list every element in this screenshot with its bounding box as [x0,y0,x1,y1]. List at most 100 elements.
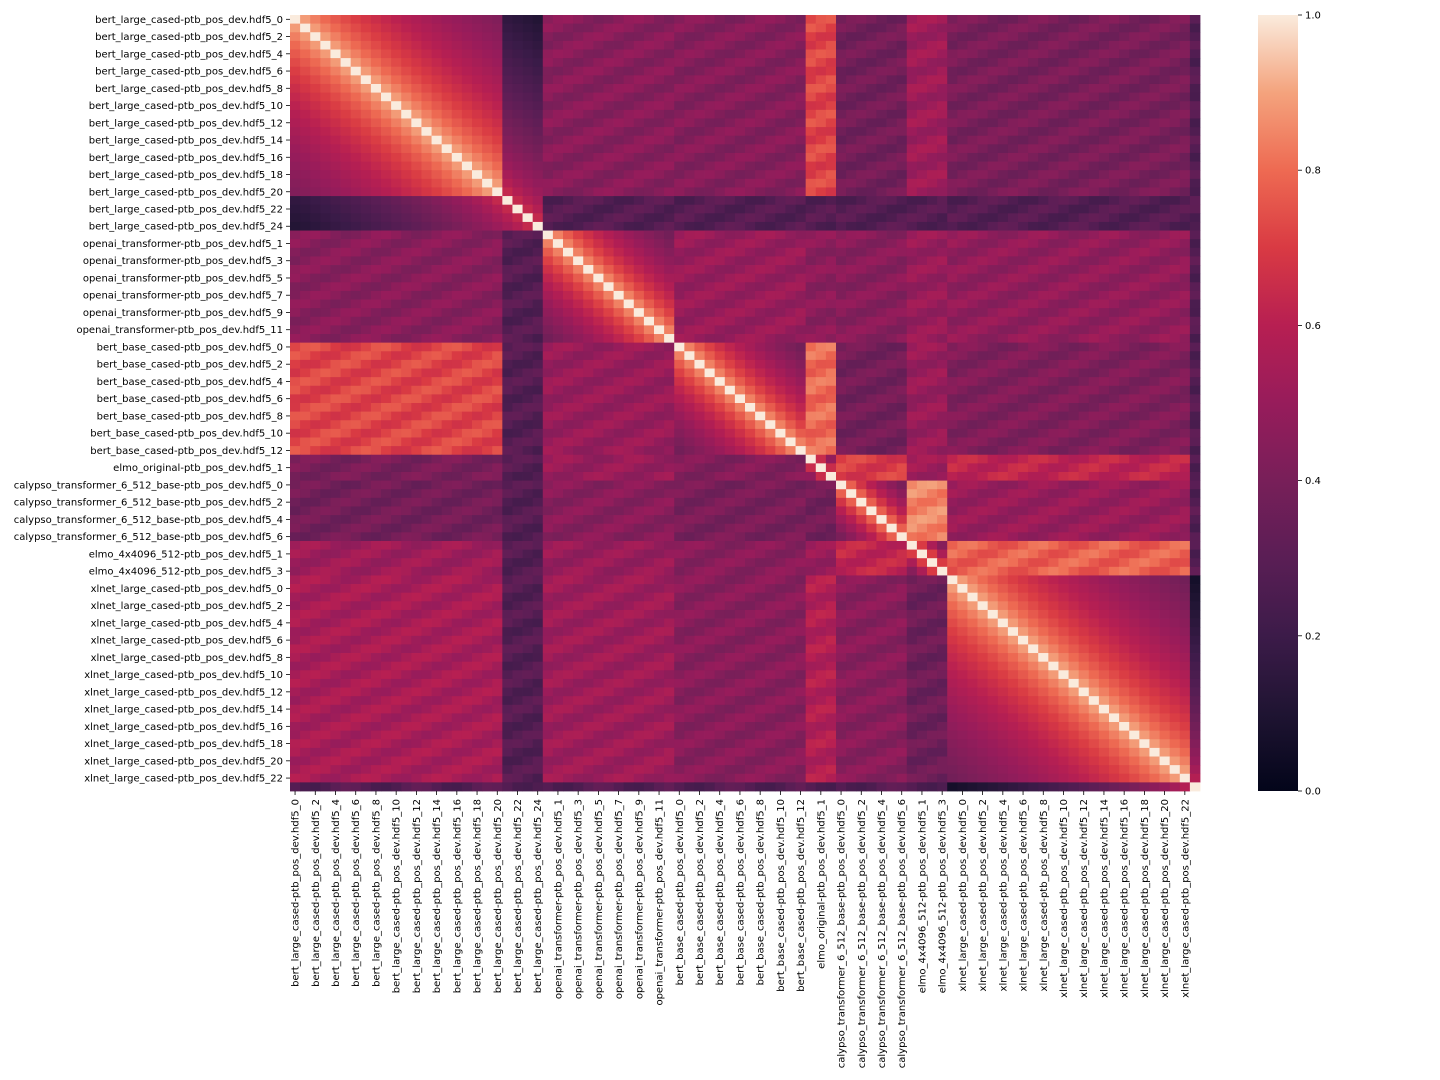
heatmap-cell [482,101,493,111]
heatmap-cell [401,101,412,111]
heatmap-cell [1088,334,1100,344]
heatmap-cell [1018,144,1029,154]
heatmap-cell [532,290,544,300]
heatmap-cell [583,403,594,413]
heatmap-cell [1028,144,1039,154]
heatmap-cell [846,256,857,266]
heatmap-cell [563,334,574,344]
heatmap-cell [1068,368,1080,378]
heatmap-cell [927,135,938,145]
heatmap-cell [421,49,432,59]
heatmap-cell [1007,161,1019,171]
heatmap-cell [714,480,726,490]
heatmap-cell [431,480,443,490]
heatmap-cell [1018,187,1029,197]
heatmap-cell [836,109,847,119]
heatmap-cell [664,368,675,378]
heatmap-cell [391,15,402,25]
heatmap-cell [431,66,443,76]
heatmap-cell [320,334,331,344]
heatmap-cell [472,32,483,42]
heatmap-cell [360,290,372,300]
heatmap-cell [391,290,402,300]
heatmap-cell [643,480,655,490]
heatmap-cell [1109,213,1120,223]
heatmap-cell [957,92,968,102]
heatmap-cell [1159,256,1171,266]
heatmap-cell [1119,325,1130,335]
heatmap-cell [664,83,675,93]
heatmap-cell [613,230,625,240]
heatmap-cell [542,109,554,119]
heatmap-cell [654,256,665,266]
heatmap-cell [755,239,766,249]
heatmap-cell [1119,385,1130,395]
heatmap-cell [896,239,908,249]
heatmap-cell [745,471,756,481]
heatmap-cell [785,411,796,421]
heatmap-cell [1078,230,1090,240]
heatmap-cell [755,308,766,318]
heatmap-cell [482,463,493,473]
heatmap-cell [927,290,938,300]
heatmap-cell [593,161,604,171]
heatmap-cell [542,273,554,283]
heatmap-cell [724,178,736,188]
heatmap-cell [1078,403,1090,413]
heatmap-cell [957,265,968,275]
heatmap-cell [441,334,453,344]
heatmap-cell [401,316,412,326]
heatmap-cell [370,265,382,275]
heatmap-cell [654,170,665,180]
heatmap-cell [1169,368,1181,378]
heatmap-cell [461,471,473,481]
heatmap-cell [957,213,968,223]
heatmap-cell [1068,109,1080,119]
heatmap-cell [745,152,756,162]
heatmap-cell [350,213,362,223]
heatmap-cell [1129,334,1140,344]
heatmap-cell [290,58,301,68]
heatmap-cell [927,161,938,171]
heatmap-cell [411,351,422,361]
heatmap-cell [482,187,493,197]
heatmap-cell [330,420,341,430]
heatmap-cell [886,170,898,180]
heatmap-cell [1007,273,1019,283]
heatmap-cell [674,463,685,473]
heatmap-cell [674,75,685,85]
heatmap-cell [552,290,564,300]
heatmap-cell [1048,359,1059,369]
heatmap-cell [360,411,372,421]
heatmap-cell [522,454,534,464]
heatmap-cell [1068,385,1080,395]
heatmap-cell [937,299,948,309]
heatmap-cell [886,101,898,111]
heatmap-cell [522,463,534,473]
heatmap-cell [330,213,341,223]
heatmap-cell [785,213,796,223]
heatmap-cell [856,342,867,352]
heatmap-cell [1119,411,1130,421]
heatmap-cell [492,66,503,76]
heatmap-cell [906,187,918,197]
heatmap-cell [987,471,999,481]
heatmap-cell [704,437,716,447]
heatmap-cell [381,152,392,162]
heatmap-cell [916,385,928,395]
heatmap-cell [755,290,766,300]
heatmap-cell [1078,282,1090,292]
heatmap-cell [573,308,584,318]
heatmap-cell [1119,351,1130,361]
heatmap-cell [451,325,463,335]
heatmap-cell [927,127,938,137]
heatmap-cell [370,23,382,33]
heatmap-cell [300,463,311,473]
heatmap-cell [370,118,382,128]
heatmap-cell [532,23,544,33]
heatmap-cell [1129,135,1140,145]
heatmap-cell [1139,15,1150,25]
heatmap-cell [775,394,786,404]
heatmap-cell [785,101,796,111]
heatmap-cell [411,66,422,76]
